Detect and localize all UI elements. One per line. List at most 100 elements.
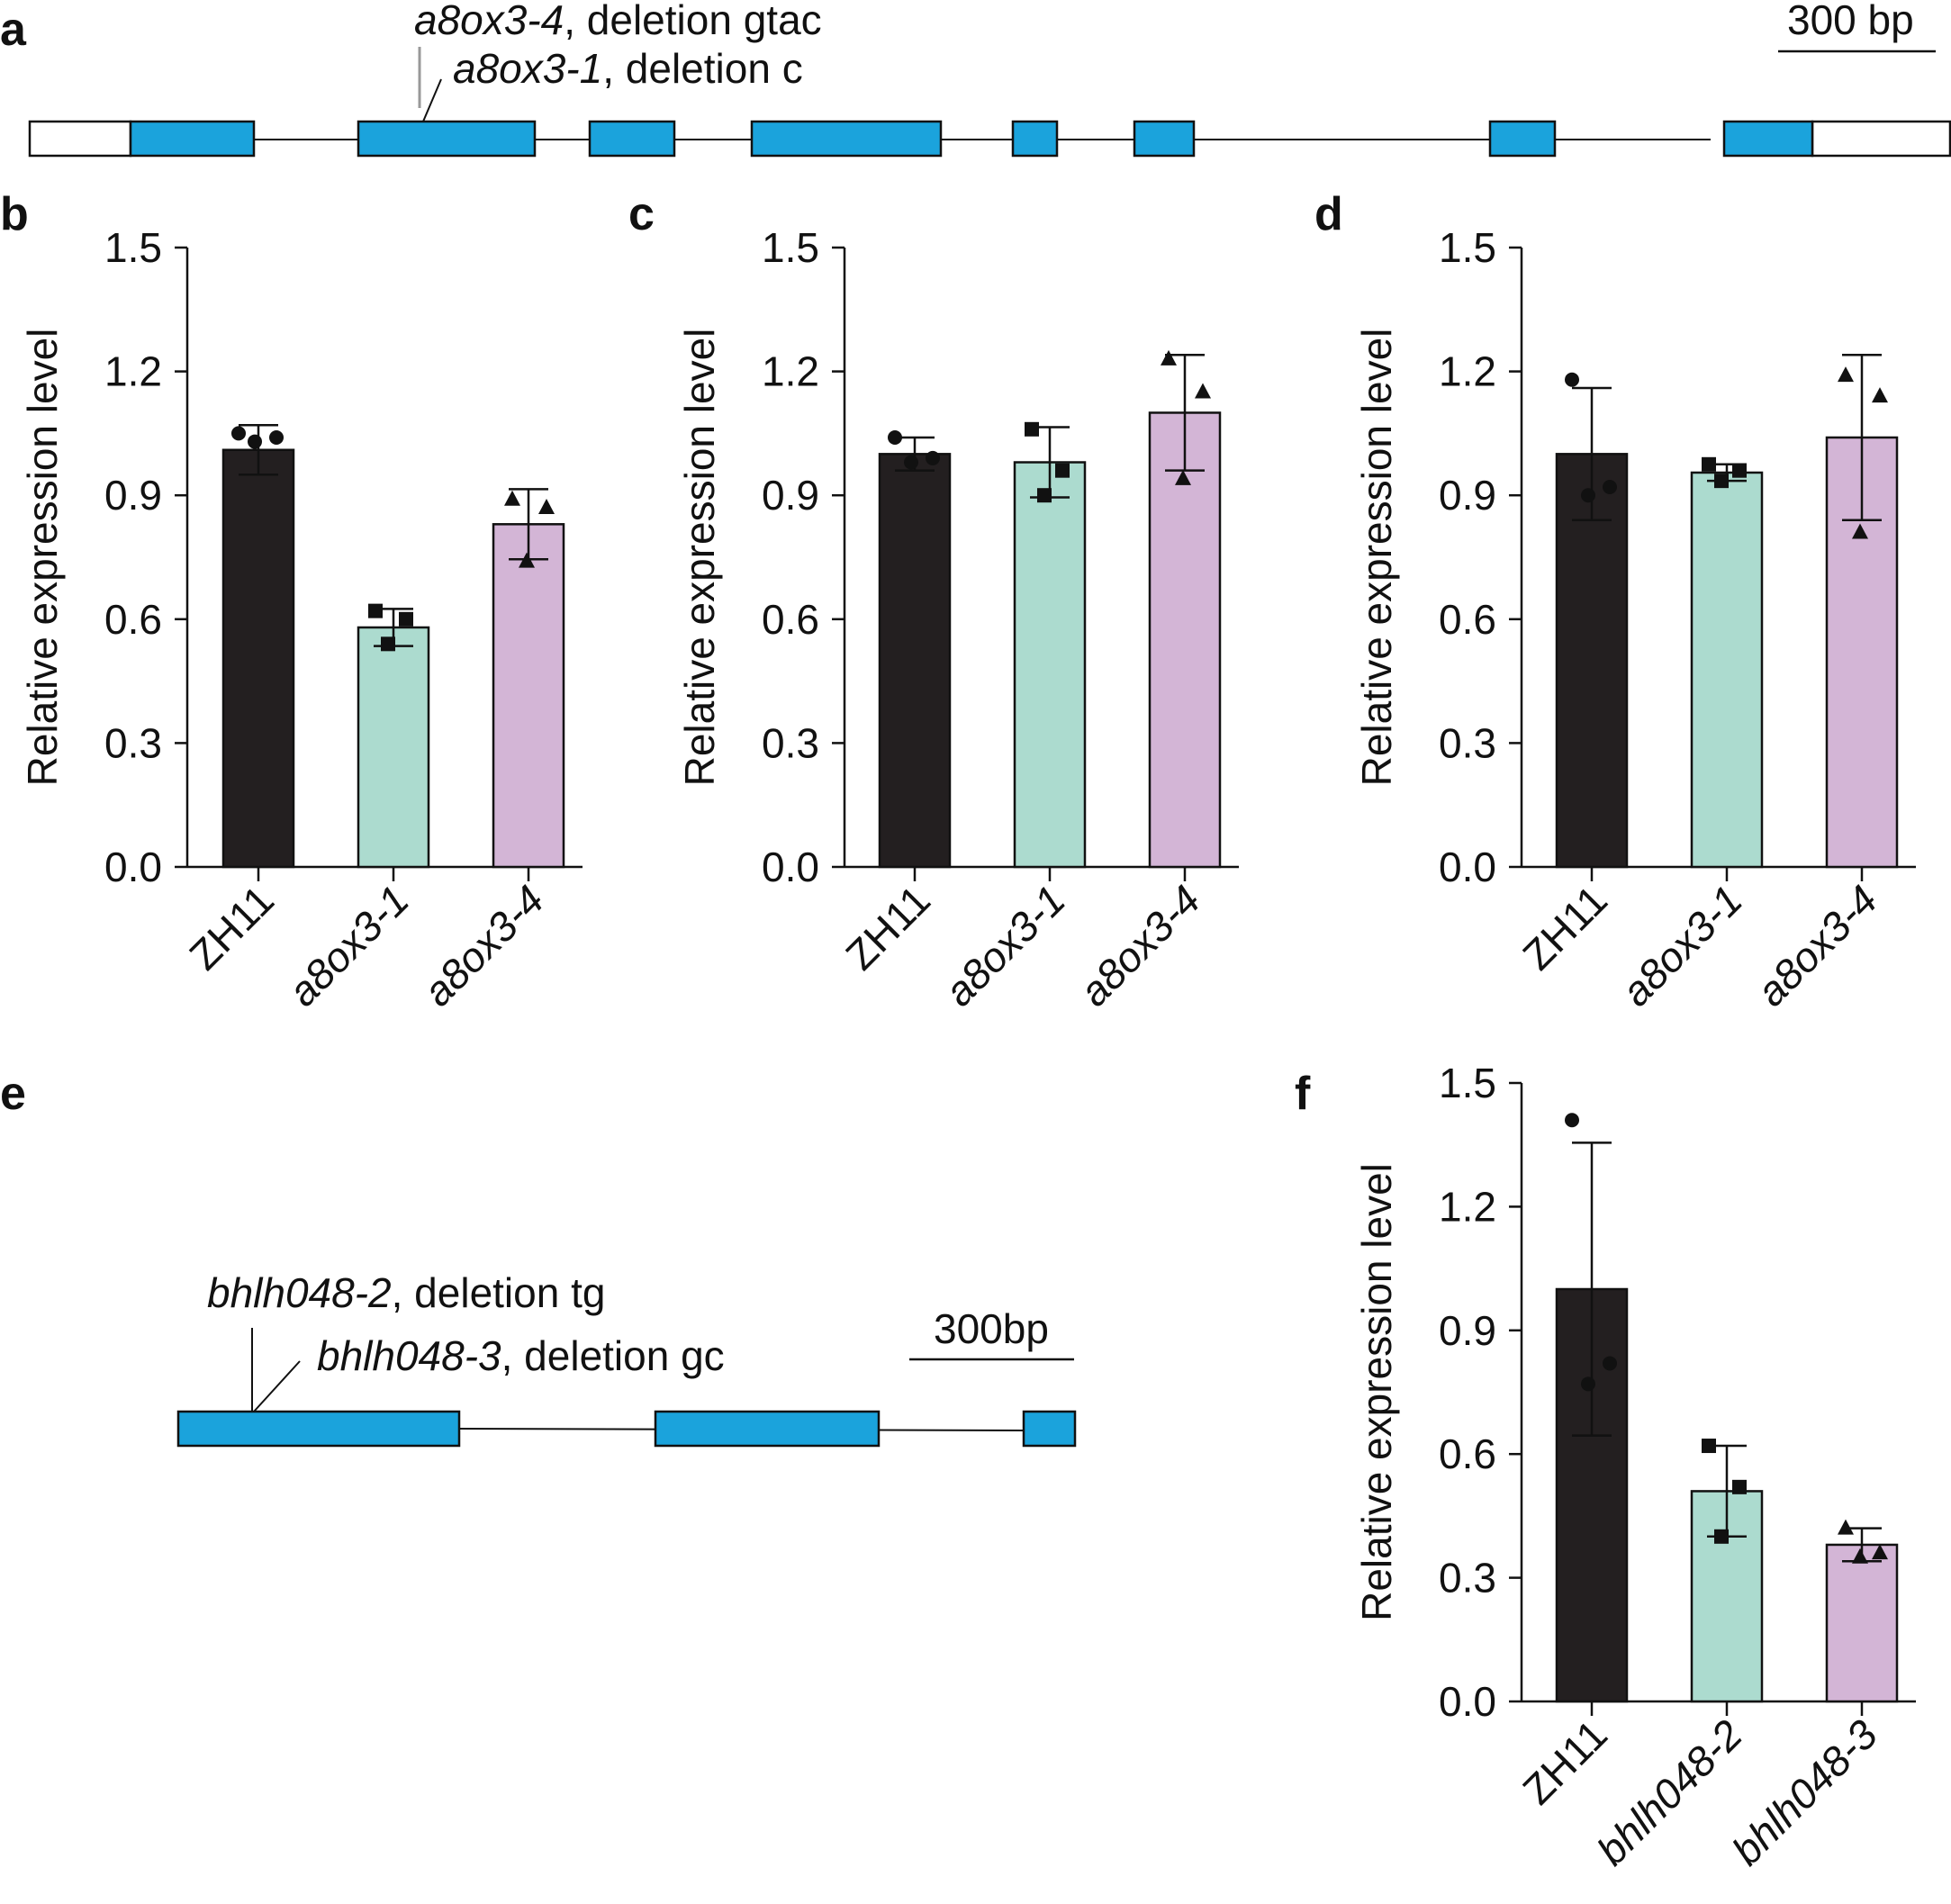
y-tick-label: 0.6 (104, 596, 162, 643)
bar-ZH11 (878, 453, 952, 869)
x-tick-label: bhlh048-3 (1723, 1710, 1887, 1874)
y-tick-label: 0.0 (1439, 844, 1496, 890)
y-tick-label: 0.9 (1439, 1307, 1496, 1354)
y-tick-label: 1.2 (104, 348, 162, 395)
data-point (926, 450, 940, 465)
data-point (1055, 463, 1070, 478)
data-point (1565, 1113, 1579, 1128)
data-point (538, 498, 555, 514)
pointer-a8ox3-1 (422, 78, 442, 122)
data-point (1732, 1479, 1747, 1494)
scale-label-a: 300 bp (1787, 0, 1914, 43)
chart-f: 0.0 0.3 0.6 0.9 1.2 1.5 Relative expression le… (1353, 1060, 1916, 1874)
y-tick-label: 1.5 (104, 224, 162, 271)
data-point (248, 434, 262, 449)
exon-7 (1488, 120, 1557, 158)
exon-3 (588, 120, 676, 158)
panel-label-d: d (1314, 188, 1343, 240)
y-tick-label: 0.0 (104, 844, 162, 890)
x-tick-label: a8ox3-4 (414, 876, 553, 1015)
data-point (1838, 366, 1854, 383)
exon-4 (750, 120, 943, 158)
y-tick-label: 0.6 (1439, 1430, 1496, 1477)
y-tick-label: 0.6 (1439, 596, 1496, 643)
utr-5prime (28, 120, 132, 158)
data-point (1581, 1376, 1595, 1392)
chart-d: 0.0 0.3 0.6 0.9 1.2 1.5 Relative expression le… (1353, 224, 1916, 1015)
data-point (888, 429, 902, 445)
bar-a8ox3-4 (492, 523, 565, 869)
bar-bhlh048-3 (1825, 1543, 1899, 1703)
y-tick-label: 0.9 (762, 472, 819, 519)
data-point (1872, 1544, 1888, 1560)
data-point (381, 636, 395, 652)
x-tick-label: a8ox3-4 (1070, 876, 1209, 1015)
y-tick-label: 0.0 (1439, 1678, 1496, 1725)
y-tick-label: 1.5 (762, 224, 819, 271)
x-tick-label: ZH11 (836, 876, 939, 979)
annotation-bhlh048-3: bhlh048-3, deletion gc (317, 1332, 725, 1379)
bar-ZH11 (221, 448, 295, 869)
bar-a8ox3-1 (357, 626, 430, 869)
panel-label-c: c (628, 188, 655, 240)
data-point (1714, 1529, 1729, 1544)
annotation-bhlh048-2: bhlh048-2, deletion tg (207, 1269, 605, 1316)
data-point (1037, 488, 1052, 503)
data-point (1872, 387, 1888, 403)
y-tick-label: 0.3 (104, 719, 162, 766)
panel-label-a: a (0, 4, 27, 56)
data-point (1702, 1439, 1716, 1454)
x-tick-label: ZH11 (180, 876, 283, 979)
x-tick-label: ZH11 (1513, 1710, 1616, 1813)
data-point (1603, 480, 1617, 495)
y-tick-label: 0.3 (1439, 719, 1496, 766)
data-point (519, 552, 535, 568)
bar-a8ox3-1 (1690, 471, 1764, 869)
data-point (1714, 474, 1729, 489)
x-tick-label: a8ox3-4 (1748, 876, 1886, 1015)
data-point (368, 603, 383, 618)
data-point (1195, 383, 1211, 399)
data-point (1702, 456, 1716, 472)
gene-structure-a8ox3: a8ox3-4, deletion gtac a8ox3-1, deletion… (28, 0, 1951, 158)
exon-1 (176, 1410, 461, 1448)
pointer-bhlh048-3 (253, 1360, 301, 1412)
data-point (231, 426, 246, 441)
panel-label-e: e (0, 1068, 26, 1120)
data-point (1852, 523, 1868, 539)
y-tick-label: 0.0 (762, 844, 819, 890)
exon-6 (1133, 120, 1196, 158)
y-tick-label: 0.3 (1439, 1555, 1496, 1602)
data-point (1175, 469, 1191, 485)
data-point (1732, 463, 1747, 478)
y-tick-label: 1.5 (1439, 1060, 1496, 1106)
exon-8 (1722, 120, 1814, 158)
y-tick-label: 0.9 (1439, 472, 1496, 519)
data-point (1603, 1356, 1617, 1371)
data-point (1565, 372, 1579, 387)
y-tick-label: 1.2 (1439, 1183, 1496, 1230)
y-tick-label: 0.6 (762, 596, 819, 643)
annotation-a8ox3-4: a8ox3-4, deletion gtac (414, 0, 822, 43)
data-point (1852, 1548, 1868, 1564)
data-point (269, 429, 284, 445)
y-axis-label: Relative expression level (1353, 1163, 1400, 1621)
data-point (1025, 421, 1039, 437)
y-tick-label: 0.9 (104, 472, 162, 519)
x-tick-label: a8ox3-1 (279, 876, 418, 1015)
y-tick-label: 0.3 (762, 719, 819, 766)
exon-5 (1011, 120, 1059, 158)
y-tick-label: 1.2 (1439, 348, 1496, 395)
utr-3prime (1811, 120, 1951, 158)
chart-c: 0.0 0.3 0.6 0.9 1.2 1.5 Relative expression le… (676, 224, 1239, 1015)
scale-label-e: 300bp (934, 1305, 1049, 1352)
data-point (504, 490, 520, 506)
data-point (399, 611, 413, 627)
x-tick-label: a8ox3-1 (935, 876, 1074, 1015)
x-tick-label: bhlh048-2 (1588, 1710, 1751, 1873)
exon-3 (1022, 1410, 1077, 1448)
y-axis-label: Relative expression level (676, 329, 723, 787)
y-tick-label: 1.5 (1439, 224, 1496, 271)
y-axis-label: Relative expression level (1353, 329, 1400, 787)
